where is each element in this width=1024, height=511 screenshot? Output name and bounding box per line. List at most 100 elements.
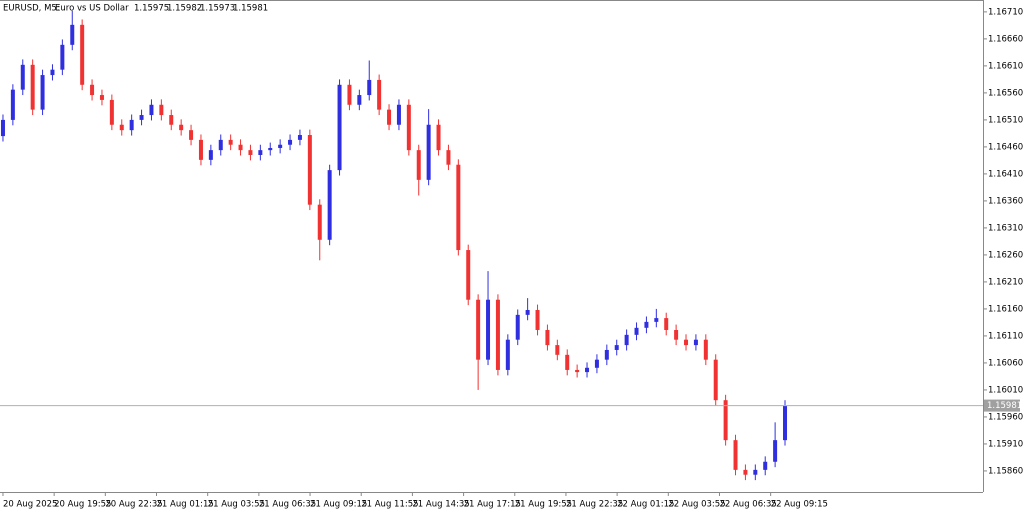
candle-body — [159, 104, 164, 116]
quote-close: 1.15981 — [233, 4, 268, 14]
candle-body — [753, 469, 758, 475]
candle-body — [664, 318, 669, 330]
candle-body — [505, 339, 510, 370]
candle-body — [139, 115, 144, 120]
candle-body — [40, 75, 45, 110]
candle-body — [515, 314, 520, 340]
quote-high: 1.15982 — [167, 4, 202, 14]
candle-body — [644, 321, 649, 328]
candle-body — [555, 345, 560, 355]
candle-body — [278, 144, 283, 148]
x-tick-label: 21 Aug 14:35 — [412, 500, 469, 510]
candle-body — [0, 119, 5, 137]
candle-body — [436, 124, 441, 151]
candle-body — [446, 150, 451, 165]
x-tick-label: 20 Aug 19:55 — [54, 500, 111, 510]
symbol: EURUSD, M5: — [3, 4, 60, 14]
y-tick-label: 1.16310 — [988, 223, 1023, 233]
y-tick-label: 1.15910 — [988, 439, 1023, 449]
candle-body — [604, 349, 609, 360]
last-price-box — [984, 399, 1020, 412]
candle-body — [169, 115, 174, 125]
candle-body — [466, 250, 471, 300]
y-tick-label: 1.16410 — [988, 169, 1023, 179]
x-tick-label: 21 Aug 03:55 — [208, 500, 265, 510]
candle-body — [486, 299, 491, 360]
candle-body — [495, 299, 500, 370]
candle-body — [387, 109, 392, 125]
y-tick-label: 1.16660 — [988, 34, 1023, 44]
candle-body — [258, 150, 263, 155]
candle-body — [30, 64, 35, 110]
candle-body — [654, 318, 659, 322]
y-tick-label: 1.16460 — [988, 142, 1023, 152]
candle-body — [307, 135, 312, 205]
candle-body — [426, 124, 431, 180]
candle-body — [703, 339, 708, 360]
x-tick-label: 21 Aug 17:15 — [464, 500, 521, 510]
candle-body — [90, 84, 95, 96]
description: Euro vs US Dollar — [55, 4, 129, 14]
candle-body — [693, 339, 698, 346]
y-tick-label: 1.16260 — [988, 250, 1023, 260]
y-tick-label: 1.15860 — [988, 466, 1023, 476]
candle-body — [783, 405, 788, 441]
candle-body — [773, 440, 778, 462]
candle-body — [357, 95, 362, 105]
x-tick-label: 21 Aug 06:35 — [259, 500, 316, 510]
candle-body — [297, 135, 302, 140]
candle-body — [763, 461, 768, 470]
candle-body — [99, 95, 104, 100]
candle-body — [634, 327, 639, 335]
candle-body — [198, 139, 203, 160]
candle-body — [109, 99, 114, 125]
y-tick-label: 1.16510 — [988, 115, 1023, 125]
candle-body — [713, 359, 718, 401]
candle-body — [179, 124, 184, 131]
candle-body — [317, 204, 322, 240]
x-tick-label: 21 Aug 09:15 — [310, 500, 367, 510]
y-tick-label: 1.16060 — [988, 358, 1023, 368]
x-tick-label: 21 Aug 22:35 — [566, 500, 623, 510]
candle-body — [723, 400, 728, 441]
candle-body — [594, 359, 599, 368]
candle-body — [347, 84, 352, 105]
candle-body — [119, 124, 124, 131]
candle-body — [743, 469, 748, 475]
y-tick-label: 1.16110 — [988, 331, 1023, 341]
x-tick-label: 21 Aug 19:55 — [515, 500, 572, 510]
y-tick-label: 1.16710 — [988, 7, 1023, 17]
y-tick-label: 1.16610 — [988, 61, 1023, 71]
candle-body — [684, 339, 689, 346]
x-tick-label: 22 Aug 03:55 — [668, 500, 725, 510]
candle-body — [585, 367, 590, 373]
candle-body — [228, 139, 233, 145]
quote-low: 1.15973 — [200, 4, 235, 14]
candle-body — [268, 147, 273, 151]
y-tick-label: 1.16010 — [988, 385, 1023, 395]
candle-body — [545, 329, 550, 346]
candle-body — [248, 150, 253, 155]
candle-body — [80, 24, 85, 85]
candle-body — [674, 329, 679, 340]
candle-body — [416, 150, 421, 180]
candle-body — [60, 44, 65, 70]
candle-body — [396, 104, 401, 125]
candle-body — [238, 144, 243, 151]
candle-body — [456, 164, 461, 251]
x-tick-label: 22 Aug 06:35 — [719, 500, 776, 510]
candle-body — [575, 369, 580, 373]
x-tick-label: 21 Aug 11:55 — [361, 500, 418, 510]
candle-body — [149, 104, 154, 116]
candle-body — [624, 334, 629, 346]
y-tick-label: 1.16210 — [988, 277, 1023, 287]
candle-body — [189, 130, 194, 140]
x-tick-label: 21 Aug 01:15 — [157, 500, 214, 510]
quote-open: 1.15975 — [134, 4, 169, 14]
candle-body — [535, 309, 540, 330]
candle-body — [129, 119, 134, 131]
x-tick-label: 20 Aug 22:35 — [105, 500, 162, 510]
candle-body — [208, 150, 213, 160]
candle-body — [406, 104, 411, 151]
